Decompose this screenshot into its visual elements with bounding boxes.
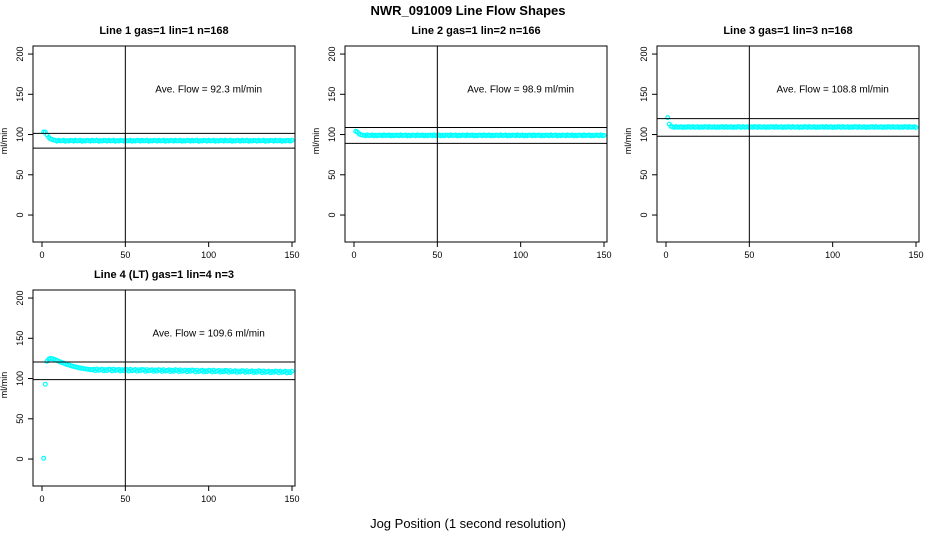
panel-plot: Line 1 gas=1 lin=1 n=168 0 50 100 150 0 50 100 1…: [0, 25, 300, 260]
data-point: [913, 124, 919, 130]
y-tick-label: 200: [15, 291, 25, 306]
data-points: [353, 128, 607, 139]
x-tick-label: 150: [908, 250, 923, 260]
x-tick-label: 0: [663, 250, 668, 260]
y-tick-label: 150: [639, 87, 649, 102]
y-tick-label: 200: [327, 47, 337, 62]
y-tick-label: 150: [15, 331, 25, 346]
panel-line-2: Line 2 gas=1 lin=2 n=166 0 50 100 150 0 50 100 1…: [311, 18, 624, 268]
y-tick-label: 50: [15, 414, 25, 424]
y-tick-label: 50: [15, 170, 25, 180]
y-tick-label: 200: [15, 47, 25, 62]
x-tick-label: 50: [744, 250, 754, 260]
plot-box: [344, 45, 608, 243]
panel-plot: Line 4 (LT) gas=1 lin=4 n=3 0 50 100 150 0 50 1…: [0, 269, 300, 504]
x-tick-label: 100: [201, 494, 216, 504]
y-tick-label: 150: [15, 87, 25, 102]
data-point: [42, 381, 48, 387]
x-tick-label: 50: [432, 250, 442, 260]
y-tick-label: 100: [15, 371, 25, 386]
x-tick-label: 50: [120, 250, 130, 260]
x-tick-label: 0: [39, 250, 44, 260]
flow-annotation: Ave. Flow = 92.3 ml/min: [155, 85, 262, 96]
panel-title: Line 1 gas=1 lin=1 n=168: [99, 25, 228, 37]
y-axis-unit-label: ml/min: [0, 372, 9, 399]
data-point: [665, 115, 671, 121]
flow-annotation: Ave. Flow = 98.9 ml/min: [467, 85, 574, 96]
data-point: [601, 132, 607, 138]
y-tick-label: 0: [15, 213, 25, 218]
data-point: [41, 455, 47, 461]
x-tick-label: 50: [120, 494, 130, 504]
panel-line-3: Line 3 gas=1 lin=3 n=168 0 50 100 150 0 50 100 1…: [623, 18, 936, 268]
x-tick-label: 150: [596, 250, 611, 260]
y-tick-label: 0: [15, 457, 25, 462]
panel-title: Line 2 gas=1 lin=2 n=166: [411, 25, 540, 37]
data-points: [41, 355, 295, 461]
y-tick-label: 200: [639, 47, 649, 62]
flow-annotation: Ave. Flow = 109.6 ml/min: [152, 329, 264, 340]
x-tick-label: 100: [513, 250, 528, 260]
plot-box: [656, 45, 920, 243]
y-tick-label: 150: [327, 87, 337, 102]
panel-title: Line 3 gas=1 lin=3 n=168: [723, 25, 852, 37]
x-tick-label: 0: [351, 250, 356, 260]
data-points: [665, 115, 919, 130]
y-tick-label: 100: [639, 127, 649, 142]
y-axis-unit-label: ml/min: [312, 128, 321, 155]
data-point: [289, 137, 295, 143]
x-tick-label: 100: [201, 250, 216, 260]
y-tick-label: 0: [327, 213, 337, 218]
plot-box: [32, 45, 296, 243]
data-points: [41, 129, 295, 144]
y-tick-label: 50: [327, 170, 337, 180]
panel-line-1: Line 1 gas=1 lin=1 n=168 0 50 100 150 0 50 100 1…: [0, 18, 312, 268]
y-axis-unit-label: ml/min: [0, 128, 9, 155]
x-tick-label: 150: [284, 250, 299, 260]
panel-plot: Line 2 gas=1 lin=2 n=166 0 50 100 150 0 50 100 1…: [311, 25, 612, 260]
x-tick-label: 150: [284, 494, 299, 504]
y-tick-label: 50: [639, 170, 649, 180]
panel-title: Line 4 (LT) gas=1 lin=4 n=3: [94, 269, 234, 281]
y-tick-label: 0: [639, 213, 649, 218]
data-point: [289, 368, 295, 374]
x-axis-label: Jog Position (1 second resolution): [370, 516, 566, 531]
y-tick-label: 100: [327, 127, 337, 142]
plot-box: [32, 289, 296, 487]
y-axis-unit-label: ml/min: [624, 128, 633, 155]
x-tick-label: 100: [825, 250, 840, 260]
flow-annotation: Ave. Flow = 108.8 ml/min: [776, 85, 888, 96]
y-tick-label: 100: [15, 127, 25, 142]
panel-plot: Line 3 gas=1 lin=3 n=168 0 50 100 150 0 50 100 1…: [623, 25, 924, 260]
x-tick-label: 0: [39, 494, 44, 504]
panel-line-4: Line 4 (LT) gas=1 lin=4 n=3 0 50 100 150 0 50 1…: [0, 262, 312, 512]
figure-title: NWR_091009 Line Flow Shapes: [370, 3, 566, 18]
